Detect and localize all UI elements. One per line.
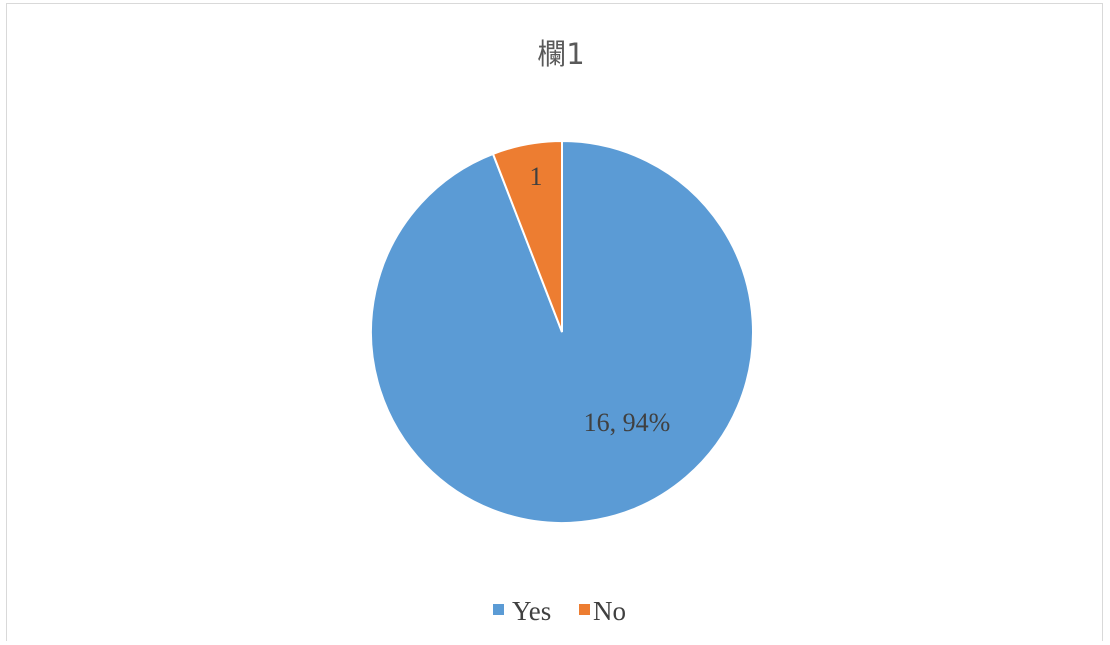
legend-label-yes: Yes	[512, 596, 551, 626]
pie-slices	[370, 139, 754, 524]
legend-label-no: No	[593, 596, 626, 626]
legend: Yes No	[493, 596, 626, 626]
chart-title: 欄1	[537, 37, 584, 71]
legend-swatch-no	[579, 604, 590, 615]
legend-swatch-yes	[493, 604, 504, 615]
data-label-no: 1	[530, 162, 543, 191]
pie-slice-no	[491, 139, 563, 333]
data-label-yes: 16, 94%	[584, 408, 671, 437]
